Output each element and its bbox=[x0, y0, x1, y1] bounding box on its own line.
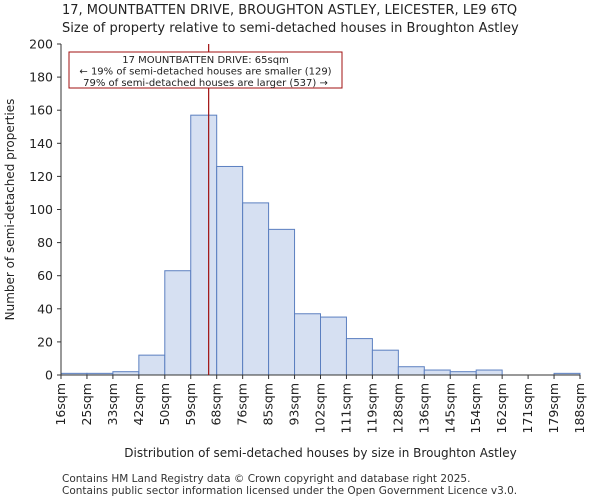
x-tick-label: 162sqm bbox=[494, 383, 509, 433]
x-tick-label: 42sqm bbox=[131, 383, 146, 426]
x-tick-label: 68sqm bbox=[209, 383, 224, 426]
x-tick-label: 119sqm bbox=[364, 383, 379, 433]
x-tick-label: 102sqm bbox=[313, 383, 328, 433]
bar-93sqm bbox=[294, 313, 321, 376]
histogram-chart: 0 20 40 60 80 100 120 140 160 180 200 16sqm 25sqm 33s… bbox=[3, 37, 587, 461]
y-tick-label: 140 bbox=[29, 136, 53, 151]
footer-line-2: Contains public sector information licen… bbox=[62, 485, 518, 497]
axes-group: 0 20 40 60 80 100 120 140 160 180 200 16sqm 25sqm 33s… bbox=[29, 37, 587, 434]
y-tick-label: 40 bbox=[37, 301, 53, 316]
bar-154sqm bbox=[475, 369, 503, 376]
y-tick-label: 160 bbox=[29, 103, 53, 118]
chart-subtitle: Size of property relative to semi-detach… bbox=[62, 21, 519, 36]
marker-group: 17 MOUNTBATTEN DRIVE: 65sqm← 19% of semi… bbox=[68, 44, 343, 375]
x-tick-label: 50sqm bbox=[157, 383, 172, 426]
y-axis-label: Number of semi-detached properties bbox=[3, 99, 17, 321]
x-tick-label: 76sqm bbox=[235, 383, 250, 426]
y-tick-label: 200 bbox=[29, 37, 53, 52]
x-tick-label: 179sqm bbox=[546, 383, 561, 433]
annotation-line-3: 79% of semi-detached houses are larger (… bbox=[83, 78, 328, 89]
x-tick-label: 93sqm bbox=[287, 383, 302, 426]
y-tick-label: 0 bbox=[45, 368, 53, 383]
annotation-line-1: 17 MOUNTBATTEN DRIVE: 65sqm bbox=[122, 55, 289, 66]
x-tick-label: 128sqm bbox=[390, 383, 405, 433]
bar-85sqm bbox=[268, 228, 296, 376]
bar-136sqm bbox=[423, 369, 451, 376]
y-tick-label: 60 bbox=[37, 268, 53, 283]
bar-68sqm bbox=[216, 165, 244, 376]
bar-76sqm bbox=[242, 202, 270, 376]
y-tick-label: 100 bbox=[29, 202, 53, 217]
annotation-line-2: ← 19% of semi-detached houses are smalle… bbox=[79, 67, 331, 78]
annotation-box bbox=[68, 51, 343, 89]
x-tick-label: 59sqm bbox=[183, 383, 198, 426]
y-tick-label: 180 bbox=[29, 70, 53, 85]
chart-title: 17, MOUNTBATTEN DRIVE, BROUGHTON ASTLEY,… bbox=[62, 3, 518, 18]
bar-128sqm bbox=[397, 366, 425, 376]
x-tick-label: 154sqm bbox=[468, 383, 483, 433]
x-tick-label: 188sqm bbox=[572, 383, 587, 433]
x-tick-label: 171sqm bbox=[520, 383, 535, 433]
y-tick-label: 80 bbox=[37, 235, 53, 250]
x-tick-label: 33sqm bbox=[105, 383, 120, 426]
bar-111sqm bbox=[345, 338, 373, 376]
x-tick-label: 136sqm bbox=[416, 383, 431, 433]
y-tick-label: 20 bbox=[37, 334, 53, 349]
bar-42sqm bbox=[138, 354, 166, 376]
x-tick-label: 111sqm bbox=[338, 383, 353, 433]
x-tick-label: 25sqm bbox=[79, 383, 94, 426]
x-tick-label: 16sqm bbox=[53, 383, 68, 426]
bar-59sqm bbox=[190, 114, 218, 376]
y-tick-label: 120 bbox=[29, 169, 53, 184]
bar-50sqm bbox=[164, 270, 192, 376]
bars-group bbox=[60, 114, 581, 376]
bar-119sqm bbox=[371, 349, 399, 376]
footer-line-1: Contains HM Land Registry data © Crown c… bbox=[62, 473, 471, 485]
bar-102sqm bbox=[320, 316, 347, 376]
x-tick-label: 145sqm bbox=[442, 383, 457, 433]
x-axis-label: Distribution of semi-detached houses by … bbox=[124, 446, 516, 460]
x-tick-label: 85sqm bbox=[261, 383, 276, 426]
